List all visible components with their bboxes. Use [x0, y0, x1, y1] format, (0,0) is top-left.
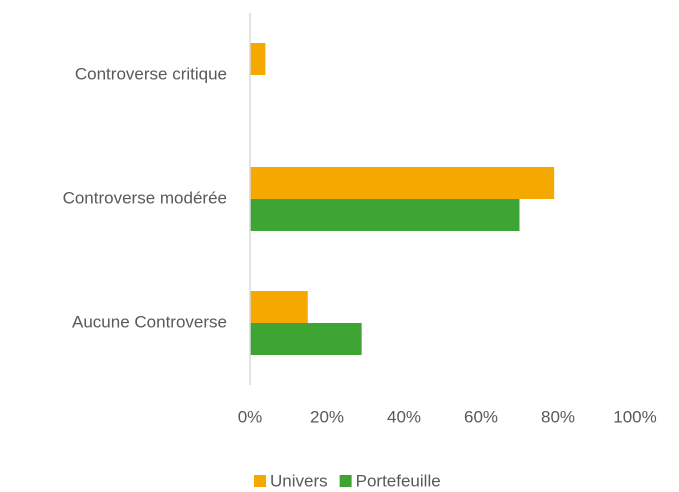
bar — [250, 199, 520, 231]
category-label: Aucune Controverse — [72, 312, 227, 331]
bar — [250, 167, 555, 199]
legend-swatch — [254, 475, 266, 487]
legend-label: Portefeuille — [356, 471, 441, 490]
category-label: Controverse critique — [75, 64, 227, 83]
x-tick-label: 80% — [541, 407, 575, 426]
x-tick-label: 60% — [464, 407, 498, 426]
x-tick-label: 0% — [238, 407, 263, 426]
category-label: Controverse modérée — [63, 188, 227, 207]
legend-label: Univers — [270, 471, 328, 490]
legend-swatch — [339, 475, 352, 487]
bar — [250, 323, 362, 355]
x-tick-label: 40% — [387, 407, 421, 426]
x-tick-label: 20% — [310, 407, 344, 426]
x-tick-label: 100% — [613, 407, 656, 426]
bar — [250, 291, 308, 323]
bar — [250, 43, 266, 75]
